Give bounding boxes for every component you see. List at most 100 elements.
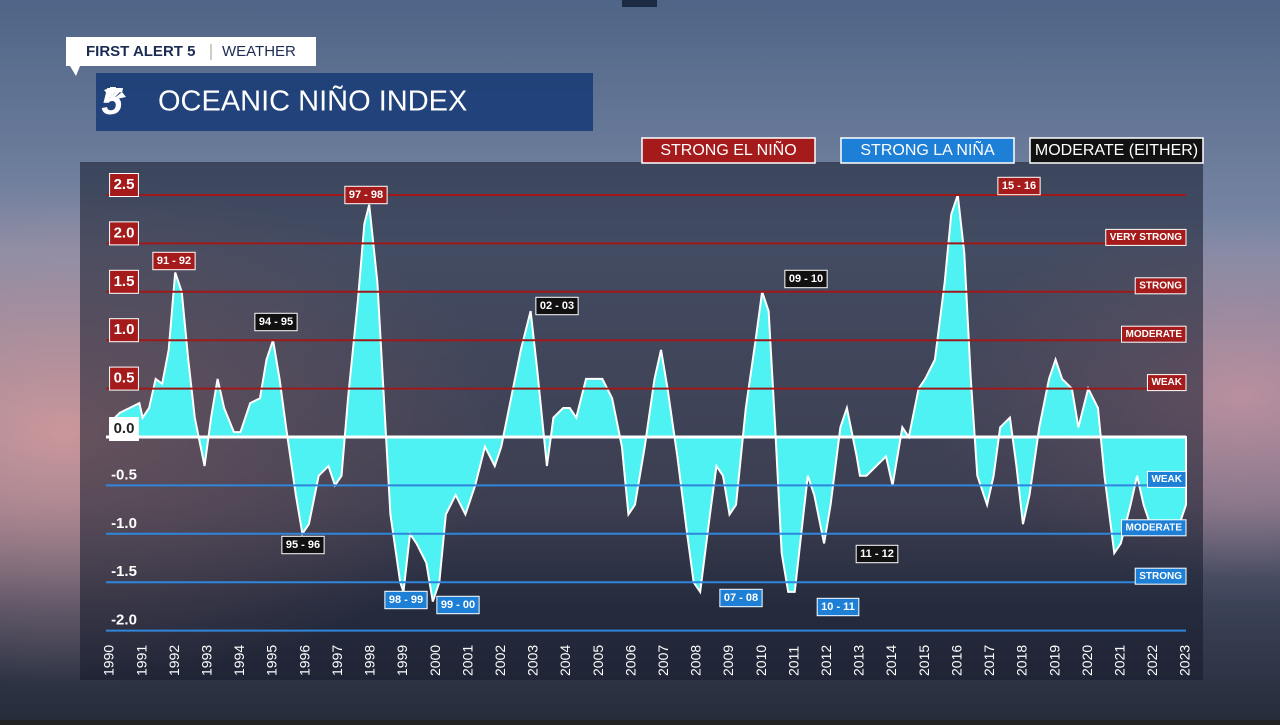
y-tick-label: 1.0 bbox=[114, 321, 135, 338]
x-tick-label: 2023 bbox=[1177, 645, 1193, 676]
x-tick-label: 1996 bbox=[296, 645, 312, 676]
annotation: 95 - 96 bbox=[286, 539, 320, 551]
x-tick-label: 2005 bbox=[590, 645, 606, 676]
section: WEATHER bbox=[222, 43, 296, 60]
annotation-box bbox=[344, 185, 388, 205]
x-tick-label: 1993 bbox=[199, 645, 215, 676]
annotation-box bbox=[997, 176, 1041, 196]
x-tick-label: 1992 bbox=[166, 645, 182, 676]
x-tick-label: 2004 bbox=[557, 645, 573, 676]
legend-box bbox=[840, 137, 1015, 164]
x-tick-label: 2003 bbox=[525, 645, 541, 676]
annotation-box bbox=[535, 296, 579, 316]
x-tick-label: 1990 bbox=[101, 645, 117, 676]
x-tick-label: 2015 bbox=[916, 645, 932, 676]
y-tick-label-box bbox=[109, 173, 139, 197]
x-tick-label: 2019 bbox=[1046, 645, 1062, 676]
x-tick-label: 2002 bbox=[492, 645, 508, 676]
x-tick-label: 2014 bbox=[883, 645, 899, 676]
annotation-box bbox=[254, 312, 298, 332]
annotation-box bbox=[784, 269, 828, 289]
y-tick-label: 2.5 bbox=[114, 176, 135, 193]
logo-five: 5 bbox=[101, 81, 123, 123]
y-tick-label: -2.0 bbox=[111, 612, 137, 629]
threshold-label-box bbox=[1121, 519, 1187, 537]
annotation-box bbox=[281, 535, 325, 555]
legend-label: MODERATE (EITHER) bbox=[1035, 142, 1198, 159]
legend-label: STRONG EL NIÑO bbox=[660, 139, 796, 159]
threshold-label: WEAK bbox=[1151, 474, 1182, 485]
y-tick-label-box bbox=[109, 417, 139, 441]
title-bar bbox=[96, 73, 593, 131]
x-tick-label: 2009 bbox=[720, 645, 736, 676]
x-tick-label: 2010 bbox=[753, 645, 769, 676]
y-tick-label-box bbox=[109, 318, 139, 343]
annotation: 97 - 98 bbox=[349, 189, 383, 201]
threshold-label: STRONG bbox=[1139, 571, 1182, 582]
x-tick-label: 2013 bbox=[851, 645, 867, 676]
annotation: 98 - 99 bbox=[389, 594, 423, 606]
x-tick-label: 1991 bbox=[133, 645, 149, 676]
annotation: 91 - 92 bbox=[157, 255, 191, 267]
annotation: 94 - 95 bbox=[259, 316, 293, 328]
y-tick-label-box bbox=[109, 269, 139, 294]
annotation: 11 - 12 bbox=[860, 548, 894, 560]
x-tick-label: 1999 bbox=[394, 645, 410, 676]
threshold-label-box bbox=[1134, 567, 1187, 585]
x-tick-label: 2008 bbox=[688, 645, 704, 676]
threshold-label-box bbox=[1146, 470, 1187, 488]
annotation-box bbox=[719, 588, 763, 608]
threshold-label-box bbox=[1146, 374, 1187, 392]
x-tick-label: 2011 bbox=[785, 646, 801, 676]
annotation: 99 - 00 bbox=[441, 599, 475, 611]
y-tick-label: -1.0 bbox=[111, 515, 137, 532]
x-tick-label: 2022 bbox=[1144, 645, 1160, 676]
annotation: 07 - 08 bbox=[724, 592, 758, 604]
brand-box bbox=[66, 37, 316, 76]
top-tab bbox=[622, 0, 657, 7]
annotation-box bbox=[152, 251, 196, 271]
x-tick-label: 2006 bbox=[622, 645, 638, 676]
x-tick-label: 2020 bbox=[1079, 645, 1095, 676]
brand: FIRST ALERT 5 bbox=[86, 43, 195, 60]
annotation-box bbox=[384, 590, 428, 610]
x-tick-label: 2018 bbox=[1014, 645, 1030, 676]
threshold-label: MODERATE bbox=[1126, 329, 1183, 340]
x-tick-label: 1997 bbox=[329, 645, 345, 676]
threshold-label-box bbox=[1134, 277, 1187, 295]
x-tick-label: 1998 bbox=[362, 645, 378, 676]
logo: 5 bbox=[101, 81, 126, 123]
x-tick-label: 2007 bbox=[655, 645, 671, 676]
x-tick-label: 2017 bbox=[981, 645, 997, 676]
annotation: 09 - 10 bbox=[789, 273, 823, 285]
annotation: 15 - 16 bbox=[1002, 180, 1036, 192]
annotation: 10 - 11 bbox=[821, 601, 855, 613]
annotation: 02 - 03 bbox=[540, 300, 574, 312]
legend-box bbox=[641, 137, 816, 164]
threshold-label-box bbox=[1105, 228, 1187, 246]
x-tick-label: 1994 bbox=[231, 645, 247, 676]
x-tick-label: 2000 bbox=[427, 645, 443, 676]
y-tick-label: 2.0 bbox=[114, 224, 135, 241]
logo-peacock bbox=[104, 87, 126, 100]
threshold-label: MODERATE bbox=[1126, 522, 1183, 533]
threshold-label: VERY STRONG bbox=[1110, 232, 1182, 243]
oni-area bbox=[109, 194, 1187, 602]
annotation-box bbox=[816, 597, 860, 617]
x-tick-label: 2012 bbox=[818, 645, 834, 676]
x-tick-label: 1995 bbox=[264, 645, 280, 676]
x-tick-label: 2001 bbox=[459, 645, 475, 676]
legend-label: STRONG LA NIÑA bbox=[860, 139, 995, 159]
y-tick-label: 0.0 bbox=[114, 420, 135, 437]
chart-title: OCEANIC NIÑO INDEX bbox=[158, 84, 467, 118]
y-tick-label: 1.5 bbox=[114, 273, 135, 290]
x-tick-label: 2016 bbox=[948, 645, 964, 676]
y-tick-label-box bbox=[109, 366, 139, 391]
annotation-box bbox=[855, 544, 899, 564]
annotation-box bbox=[436, 595, 480, 615]
threshold-label: WEAK bbox=[1151, 377, 1182, 388]
y-tick-label: -0.5 bbox=[111, 466, 137, 483]
x-tick-label: 2021 bbox=[1111, 645, 1127, 676]
y-tick-label-box bbox=[109, 221, 139, 246]
